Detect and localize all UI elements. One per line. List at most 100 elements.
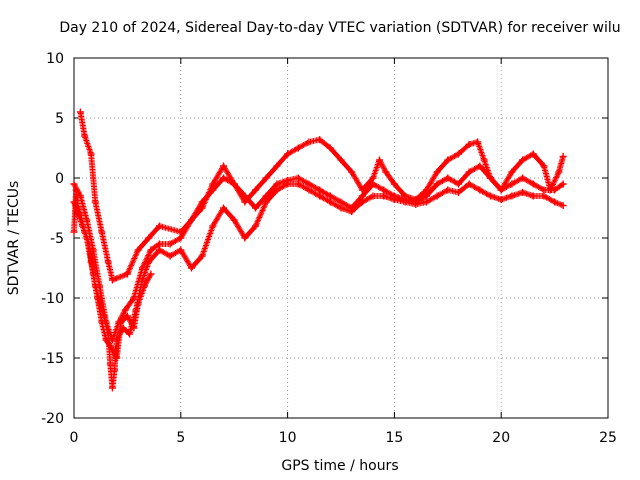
data-point	[465, 140, 473, 148]
data-point	[551, 186, 559, 194]
data-point	[326, 144, 334, 152]
data-point	[70, 180, 78, 188]
data-point	[177, 246, 185, 254]
y-tick-label: 0	[55, 171, 64, 187]
data-point	[187, 216, 195, 224]
y-tick-label: -5	[50, 231, 64, 247]
data-point	[155, 222, 163, 230]
data-point	[273, 162, 281, 170]
data-point	[81, 228, 89, 236]
data-point	[155, 240, 163, 248]
data-point	[72, 186, 80, 194]
data-point	[433, 180, 441, 188]
data-point	[358, 192, 366, 200]
data-point	[529, 150, 537, 158]
data-point	[273, 186, 281, 194]
data-point	[113, 354, 121, 362]
data-point	[121, 306, 129, 314]
series-trace-middle	[70, 162, 567, 344]
data-point	[106, 360, 114, 368]
x-tick-label: 10	[279, 430, 297, 446]
data-point	[126, 330, 134, 338]
data-point	[134, 246, 142, 254]
data-point	[98, 318, 106, 326]
data-point	[209, 222, 217, 230]
data-point	[326, 198, 334, 206]
data-point	[252, 204, 260, 212]
data-point	[358, 198, 366, 206]
data-point	[166, 240, 174, 248]
data-point	[454, 150, 462, 158]
x-tick-label: 5	[176, 430, 185, 446]
data-point	[102, 336, 110, 344]
data-point	[252, 222, 260, 230]
data-point	[145, 258, 153, 266]
data-point	[390, 196, 398, 204]
data-point	[241, 192, 249, 200]
data-point	[81, 132, 89, 140]
data-point	[98, 228, 106, 236]
series-trace-early-dips	[70, 186, 155, 362]
y-tick-label: 5	[55, 111, 64, 127]
data-point	[262, 198, 270, 206]
data-point	[284, 180, 292, 188]
data-point	[551, 198, 559, 206]
data-point	[375, 156, 383, 164]
x-axis-label: GPS time / hours	[281, 458, 398, 474]
data-point	[294, 180, 302, 188]
data-point	[382, 168, 390, 176]
data-point	[540, 192, 548, 200]
data-point	[348, 208, 356, 216]
grid-lines	[74, 58, 608, 418]
data-points	[70, 108, 567, 392]
data-point	[497, 186, 505, 194]
data-point	[369, 180, 377, 188]
data-point	[76, 210, 84, 218]
data-point	[89, 270, 97, 278]
data-point	[305, 186, 313, 194]
data-point	[85, 240, 93, 248]
data-point	[134, 300, 142, 308]
data-point	[369, 192, 377, 200]
data-point	[476, 186, 484, 194]
data-point	[348, 168, 356, 176]
data-point	[487, 174, 495, 182]
data-point	[497, 196, 505, 204]
data-point	[369, 174, 377, 182]
data-point	[474, 138, 482, 146]
data-point	[380, 192, 388, 200]
data-point	[519, 156, 527, 164]
data-point	[380, 186, 388, 194]
data-point	[422, 192, 430, 200]
chart-title: Day 210 of 2024, Sidereal Day-to-day VTE…	[59, 20, 620, 36]
data-point	[252, 186, 260, 194]
data-point	[316, 186, 324, 194]
data-point	[262, 174, 270, 182]
data-point	[305, 180, 313, 188]
data-point	[123, 312, 131, 320]
data-point	[559, 202, 567, 210]
data-point	[337, 156, 345, 164]
data-point	[433, 168, 441, 176]
data-point	[316, 136, 324, 144]
data-point	[454, 180, 462, 188]
data-point	[230, 180, 238, 188]
data-point	[294, 174, 302, 182]
data-point	[108, 384, 116, 392]
data-point	[326, 192, 334, 200]
data-point	[76, 108, 84, 116]
x-tick-label: 25	[599, 430, 617, 446]
data-point	[559, 180, 567, 188]
data-point	[390, 180, 398, 188]
data-point	[138, 276, 146, 284]
data-point	[230, 216, 238, 224]
x-tick-label: 20	[492, 430, 510, 446]
data-point	[273, 180, 281, 188]
data-point	[130, 324, 138, 332]
y-axis-label: SDTVAR / TECUs	[6, 181, 22, 296]
data-point	[111, 366, 119, 374]
data-point	[177, 234, 185, 242]
data-point	[540, 162, 548, 170]
data-point	[108, 276, 116, 284]
